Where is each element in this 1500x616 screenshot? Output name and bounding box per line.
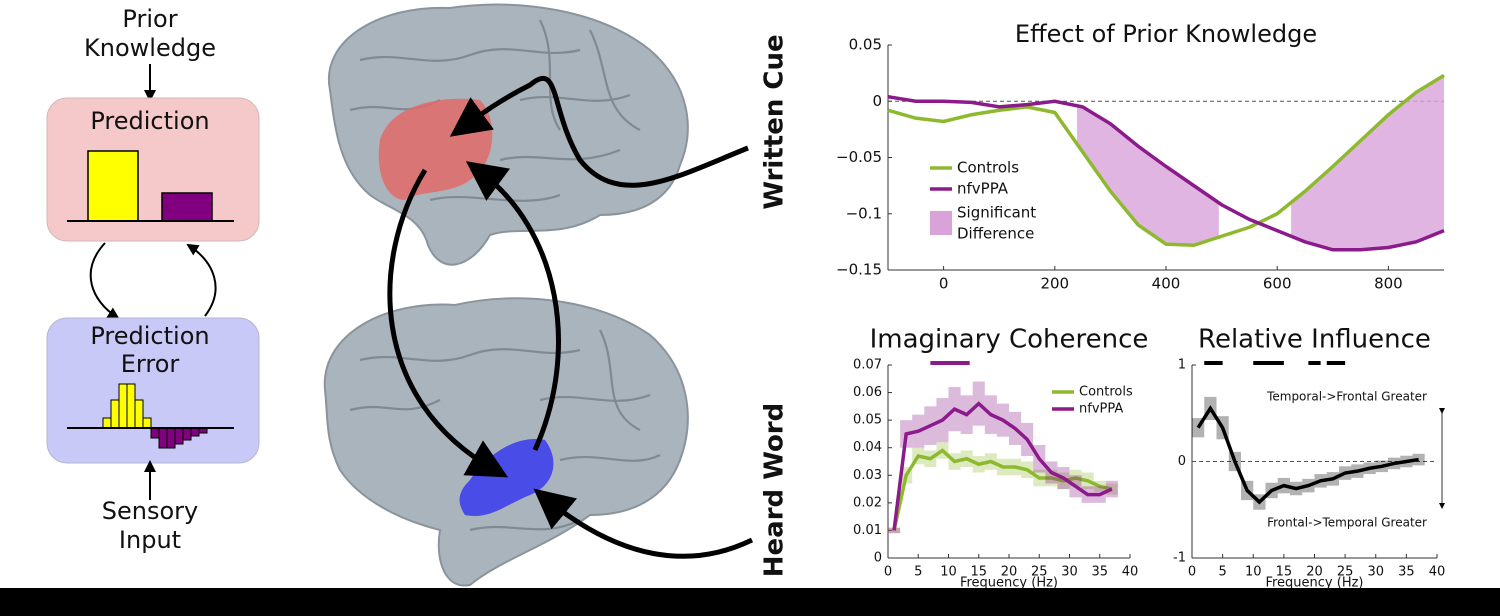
temporal-region bbox=[459, 439, 554, 516]
x-tick-label: 30 bbox=[1367, 565, 1384, 580]
y-tick-label: 0.03 bbox=[853, 468, 882, 483]
annotation: Frontal->Temporal Greater bbox=[1267, 516, 1427, 530]
x-tick-label: 35 bbox=[1091, 565, 1108, 580]
legend-label: Difference bbox=[957, 225, 1034, 243]
error-band bbox=[1105, 483, 1118, 495]
icon-bar bbox=[161, 192, 213, 222]
icon-histogram bbox=[67, 383, 234, 449]
x-axis-label: Frequency (Hz) bbox=[1265, 576, 1363, 591]
y-tick-label: 0.05 bbox=[853, 413, 882, 428]
x-tick-label: 25 bbox=[1337, 565, 1354, 580]
legend-swatch bbox=[930, 211, 952, 235]
cue-label: Heard Word bbox=[760, 403, 790, 577]
x-tick-label: 15 bbox=[970, 565, 987, 580]
cue-label: Written Cue bbox=[760, 34, 790, 209]
x-tick-label: 5 bbox=[1218, 565, 1226, 580]
error-band bbox=[1105, 480, 1118, 498]
chart-title: Relative Influence bbox=[1198, 325, 1431, 355]
x-tick-label: 0 bbox=[884, 565, 892, 580]
x-tick-label: 0 bbox=[939, 275, 949, 293]
diagram-label: Error bbox=[121, 350, 180, 378]
x-tick-label: 40 bbox=[1122, 565, 1139, 580]
arrow bbox=[186, 243, 217, 317]
x-tick-label: 200 bbox=[1040, 275, 1069, 293]
y-tick-label: 0 bbox=[874, 551, 882, 566]
chart-title: Effect of Prior Knowledge bbox=[1015, 20, 1317, 48]
x-tick-label: 20 bbox=[1001, 565, 1018, 580]
chart-title: Imaginary Coherence bbox=[870, 325, 1149, 355]
legend-label: Significant bbox=[957, 204, 1036, 222]
y-tick-label: −0.1 bbox=[846, 204, 882, 222]
annotation: Temporal->Frontal Greater bbox=[1266, 390, 1427, 404]
diagram-label: Prior bbox=[122, 5, 177, 33]
y-tick-label: -1 bbox=[1173, 551, 1186, 566]
legend-label: Controls bbox=[1079, 385, 1133, 400]
x-tick-label: 40 bbox=[1429, 565, 1446, 580]
y-tick-label: 0 bbox=[1178, 454, 1186, 469]
legend-label: nfvPPA bbox=[1079, 402, 1123, 417]
y-tick-label: −0.15 bbox=[836, 261, 882, 279]
significant-region bbox=[1077, 105, 1219, 246]
y-tick-label: 0.02 bbox=[853, 495, 882, 510]
x-tick-label: 25 bbox=[1031, 565, 1048, 580]
x-tick-label: 35 bbox=[1398, 565, 1415, 580]
diagram-label: Sensory bbox=[102, 497, 198, 525]
legend-label: nfvPPA bbox=[957, 180, 1009, 198]
arrows bbox=[387, 76, 754, 559]
legend-label: Controls bbox=[957, 159, 1019, 177]
y-tick-label: 0.01 bbox=[853, 523, 882, 538]
x-tick-label: 30 bbox=[1061, 565, 1078, 580]
series-line bbox=[887, 95, 1445, 252]
diagram-label: Knowledge bbox=[84, 34, 216, 62]
series-line bbox=[887, 73, 1445, 248]
y-tick-label: −0.05 bbox=[836, 148, 882, 166]
diagram-label: Prediction bbox=[90, 322, 209, 350]
y-tick-label: 1 bbox=[1178, 358, 1186, 373]
y-tick-label: 0.05 bbox=[849, 36, 882, 54]
diagram-label: Input bbox=[119, 526, 181, 554]
arrow bbox=[89, 242, 120, 320]
significant-region bbox=[1291, 75, 1444, 250]
y-tick-label: 0 bbox=[872, 92, 882, 110]
x-tick-label: 5 bbox=[914, 565, 922, 580]
x-tick-label: 20 bbox=[1306, 565, 1323, 580]
y-tick-label: 0.04 bbox=[853, 440, 882, 455]
bottom-band bbox=[0, 588, 1500, 616]
x-axis-label: Frequency (Hz) bbox=[960, 576, 1058, 591]
x-tick-label: 10 bbox=[940, 565, 957, 580]
x-tick-label: 400 bbox=[1152, 275, 1181, 293]
brain-upper bbox=[327, 3, 689, 266]
x-tick-label: 10 bbox=[1245, 565, 1262, 580]
x-tick-label: 15 bbox=[1276, 565, 1293, 580]
x-tick-label: 600 bbox=[1263, 275, 1292, 293]
x-tick-label: 800 bbox=[1374, 275, 1403, 293]
series-line bbox=[1196, 405, 1419, 505]
x-tick-label: 0 bbox=[1188, 565, 1196, 580]
diagram-label: Prediction bbox=[90, 107, 209, 135]
series-line bbox=[892, 401, 1113, 531]
series-line bbox=[892, 448, 1113, 531]
icon-bar bbox=[87, 150, 139, 222]
y-tick-label: 0.07 bbox=[853, 358, 882, 373]
y-tick-label: 0.06 bbox=[853, 385, 882, 400]
brain-lower bbox=[323, 297, 689, 587]
